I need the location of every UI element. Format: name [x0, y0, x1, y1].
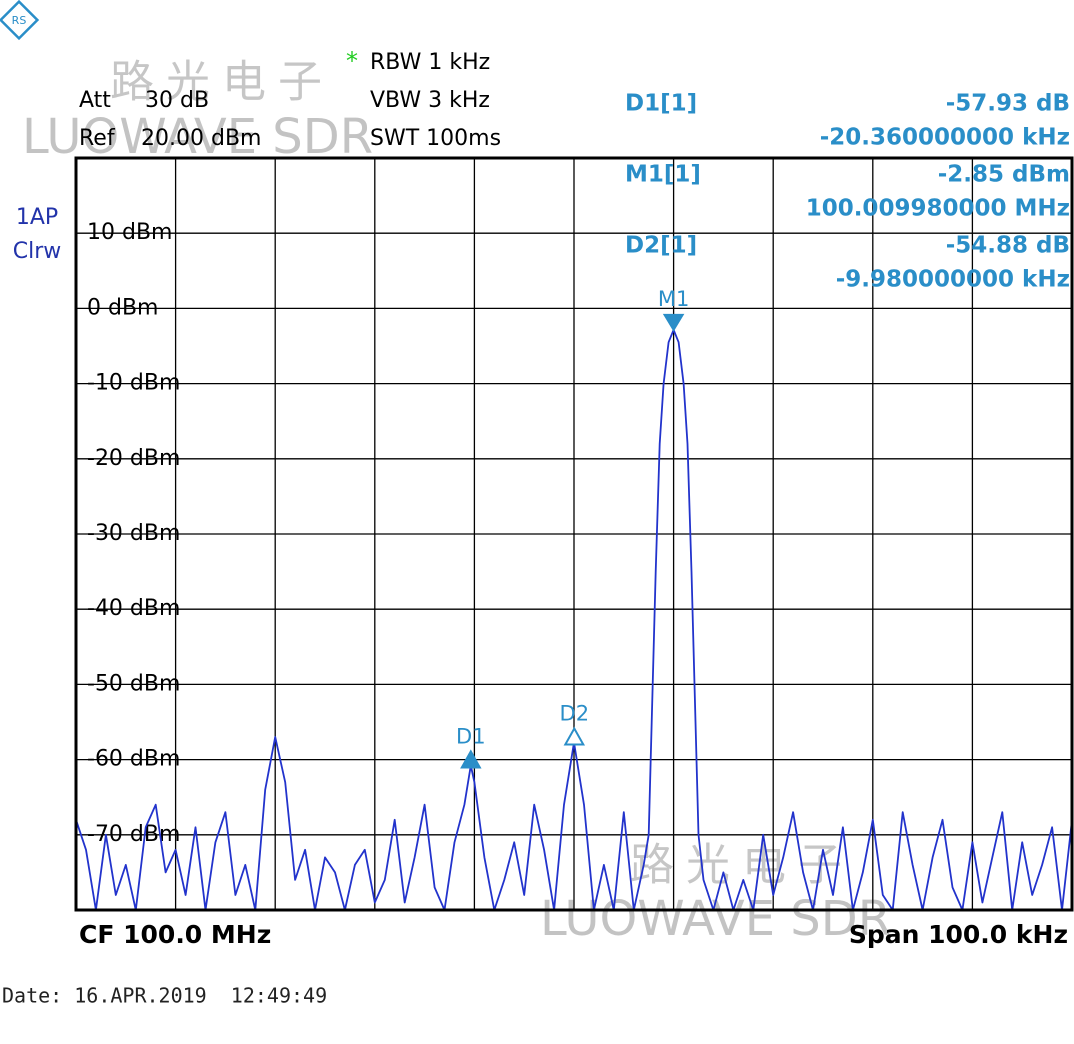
marker-label: M1: [658, 287, 689, 311]
y-tick-label: -50 dBm: [87, 671, 180, 696]
readout-position: -20.360000000 kHz: [820, 125, 1070, 151]
y-tick-label: -70 dBm: [87, 822, 180, 847]
readout-name: M1[1]: [625, 162, 701, 188]
marker-label: D1: [456, 724, 486, 748]
logo: RS: [0, 0, 40, 41]
y-tick-label: -60 dBm: [87, 747, 180, 772]
att-value: 30 dB: [145, 88, 209, 113]
ref-label: Ref: [79, 126, 116, 151]
y-tick-label: 0 dBm: [87, 295, 158, 320]
y-tick-label: -10 dBm: [87, 371, 180, 396]
marker: [460, 749, 482, 769]
trace: [75, 328, 1073, 911]
plot-area: 10 dBm 0 dBm -10 dBm -20 dBm -30 dBm -40 dBm -…: [74, 156, 1074, 912]
center-frequency: CF 100.0 MHz: [79, 920, 271, 949]
rbw: RBW 1 kHz: [370, 50, 490, 75]
vbw: VBW 3 kHz: [370, 88, 490, 113]
readout-position: 100.009980000 MHz: [806, 196, 1070, 222]
swt: SWT 100ms: [370, 126, 501, 151]
att-label: Att: [79, 88, 111, 113]
plot-border: [74, 156, 1074, 912]
rbw-star: *: [346, 47, 358, 75]
watermark-en: LUOWAVE SDR: [22, 109, 373, 165]
y-tick-label: -30 dBm: [87, 521, 180, 546]
y-tick-label: -40 dBm: [87, 596, 180, 621]
watermark-cn: 路光电子: [630, 840, 854, 891]
date: Date: 16.APR.2019 12:49:49: [2, 984, 327, 1008]
readout-value: -54.88 dB: [946, 233, 1070, 259]
marker: [563, 726, 586, 746]
readout-value: -57.93 dB: [946, 91, 1070, 117]
span: Span 100.0 kHz: [849, 920, 1068, 949]
readout-position: -9.980000000 kHz: [836, 267, 1070, 293]
svg-text:RS: RS: [12, 14, 27, 27]
watermark-cn: 路光电子: [110, 57, 334, 108]
trace-mode: Clrw: [13, 239, 62, 264]
marker: [662, 313, 685, 332]
marker-label: D2: [560, 702, 590, 726]
readout-name: D2[1]: [625, 233, 697, 259]
ref-value: 20.00 dBm: [141, 126, 261, 151]
y-tick-label: 10 dBm: [87, 220, 172, 245]
readout-value: -2.85 dBm: [938, 162, 1070, 188]
readout-name: D1[1]: [625, 91, 697, 117]
trace-detector: 1AP: [16, 205, 58, 230]
y-tick-label: -20 dBm: [87, 446, 180, 471]
